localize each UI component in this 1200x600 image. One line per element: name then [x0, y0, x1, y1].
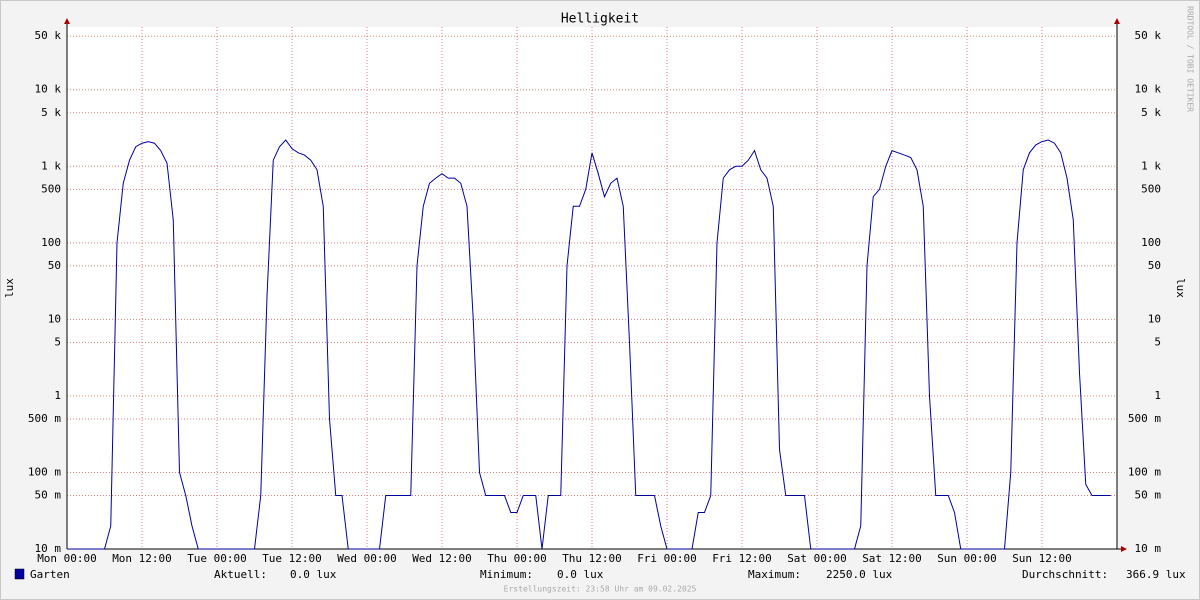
stat-value: 0.0 lux	[557, 568, 604, 581]
y-tick-label-right: 10	[1148, 312, 1161, 325]
x-tick-label: Wed 12:00	[412, 552, 472, 565]
stat-value: 366.9 lux	[1126, 568, 1186, 581]
y-tick-label-right: 5	[1154, 335, 1161, 348]
y-tick-label-right: 500 m	[1128, 412, 1161, 425]
stat-label: Maximum:	[748, 568, 801, 581]
x-tick-label: Thu 12:00	[562, 552, 622, 565]
legend-swatch	[14, 568, 25, 580]
y-tick-label: 1 k	[41, 159, 61, 172]
x-tick-label: Tue 12:00	[262, 552, 322, 565]
x-tick-label: Fri 00:00	[637, 552, 697, 565]
y-tick-label: 5 k	[41, 106, 61, 119]
y-tick-label-right: 50 m	[1135, 488, 1162, 501]
y-tick-label-right: 100	[1141, 236, 1161, 249]
chart-title: Helligkeit	[561, 12, 639, 27]
y-tick-label-right: 100 m	[1128, 465, 1161, 478]
watermark: RRDTOOL / TOBI OETIKER	[1186, 6, 1195, 112]
y-tick-label-right: 500	[1141, 182, 1161, 195]
x-tick-label: Tue 00:00	[187, 552, 247, 565]
y-tick-label: 50	[48, 259, 61, 272]
x-tick-label: Sat 00:00	[787, 552, 847, 565]
y-tick-label: 5	[54, 335, 61, 348]
y-tick-label-right: 5 k	[1141, 106, 1161, 119]
footer: Erstellungszeit: 23:58 Uhr am 09.02.2025	[504, 585, 697, 594]
x-tick-label: Mon 12:00	[112, 552, 172, 565]
y-tick-label: 10 k	[35, 83, 62, 96]
y-tick-label: 100 m	[28, 465, 61, 478]
y-tick-label: 10 m	[35, 542, 62, 555]
y-tick-label-right: 1	[1154, 389, 1161, 402]
series-line	[67, 139, 1111, 550]
x-tick-label: Sun 12:00	[1012, 552, 1072, 565]
y-tick-label-right: 10 k	[1135, 83, 1162, 96]
x-tick-label: Sat 12:00	[862, 552, 922, 565]
y-tick-label: 100	[41, 236, 61, 249]
y-tick-label: 500	[41, 182, 61, 195]
arrow	[1121, 546, 1127, 552]
x-tick-label: Thu 00:00	[487, 552, 547, 565]
y-tick-label-right: 10 m	[1135, 542, 1162, 555]
stat-label: Durchschnitt:	[1022, 568, 1108, 581]
y-tick-label-right: 50 k	[1135, 29, 1162, 42]
y-axis-label: lux	[3, 278, 16, 298]
stat-value: 0.0 lux	[290, 568, 337, 581]
y-tick-label: 10	[48, 312, 61, 325]
y-tick-label: 500 m	[28, 412, 61, 425]
y-tick-label: 50 m	[35, 488, 62, 501]
y-axis-label-right: lux	[1174, 278, 1187, 298]
x-tick-label: Wed 00:00	[337, 552, 397, 565]
arrow	[64, 18, 70, 24]
arrow	[1114, 18, 1120, 24]
stat-label: Aktuell:	[214, 568, 267, 581]
stat-label: Minimum:	[480, 568, 533, 581]
stat-value: 2250.0 lux	[826, 568, 893, 581]
y-tick-label: 50 k	[35, 29, 62, 42]
x-tick-label: Mon 00:00	[37, 552, 97, 565]
y-tick-label: 1	[54, 389, 61, 402]
x-tick-label: Fri 12:00	[712, 552, 772, 565]
y-tick-label-right: 1 k	[1141, 159, 1161, 172]
y-tick-label-right: 50	[1148, 259, 1161, 272]
legend-label: Garten	[30, 568, 70, 581]
x-tick-label: Sun 00:00	[937, 552, 997, 565]
